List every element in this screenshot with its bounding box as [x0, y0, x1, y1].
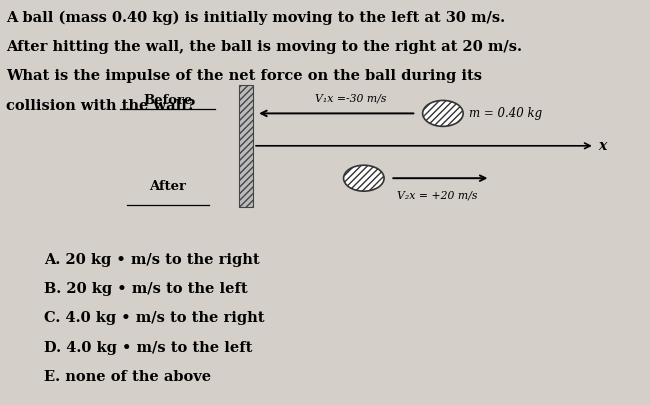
Text: E. none of the above: E. none of the above [44, 370, 211, 384]
Text: V₁x =-30 m/s: V₁x =-30 m/s [315, 93, 386, 103]
Text: collision with the wall?: collision with the wall? [6, 99, 196, 113]
Text: C. 4.0 kg • m/s to the right: C. 4.0 kg • m/s to the right [44, 311, 265, 326]
Text: What is the impulse of the net force on the ball during its: What is the impulse of the net force on … [6, 69, 482, 83]
Text: After: After [149, 180, 186, 193]
Text: A ball (mass 0.40 kg) is initially moving to the left at 30 m/s.: A ball (mass 0.40 kg) is initially movin… [6, 10, 506, 25]
Text: B. 20 kg • m/s to the left: B. 20 kg • m/s to the left [44, 282, 248, 296]
Text: x: x [598, 139, 606, 153]
Text: D. 4.0 kg • m/s to the left: D. 4.0 kg • m/s to the left [44, 341, 253, 355]
Text: After hitting the wall, the ball is moving to the right at 20 m/s.: After hitting the wall, the ball is movi… [6, 40, 523, 54]
Text: m = 0.40 kg: m = 0.40 kg [469, 107, 543, 120]
Text: A. 20 kg • m/s to the right: A. 20 kg • m/s to the right [44, 253, 260, 267]
Text: V₂x = +20 m/s: V₂x = +20 m/s [397, 190, 478, 200]
Bar [239, 85, 253, 207]
Text: Before: Before [143, 94, 192, 107]
Circle shape [344, 165, 384, 191]
Circle shape [422, 100, 463, 126]
